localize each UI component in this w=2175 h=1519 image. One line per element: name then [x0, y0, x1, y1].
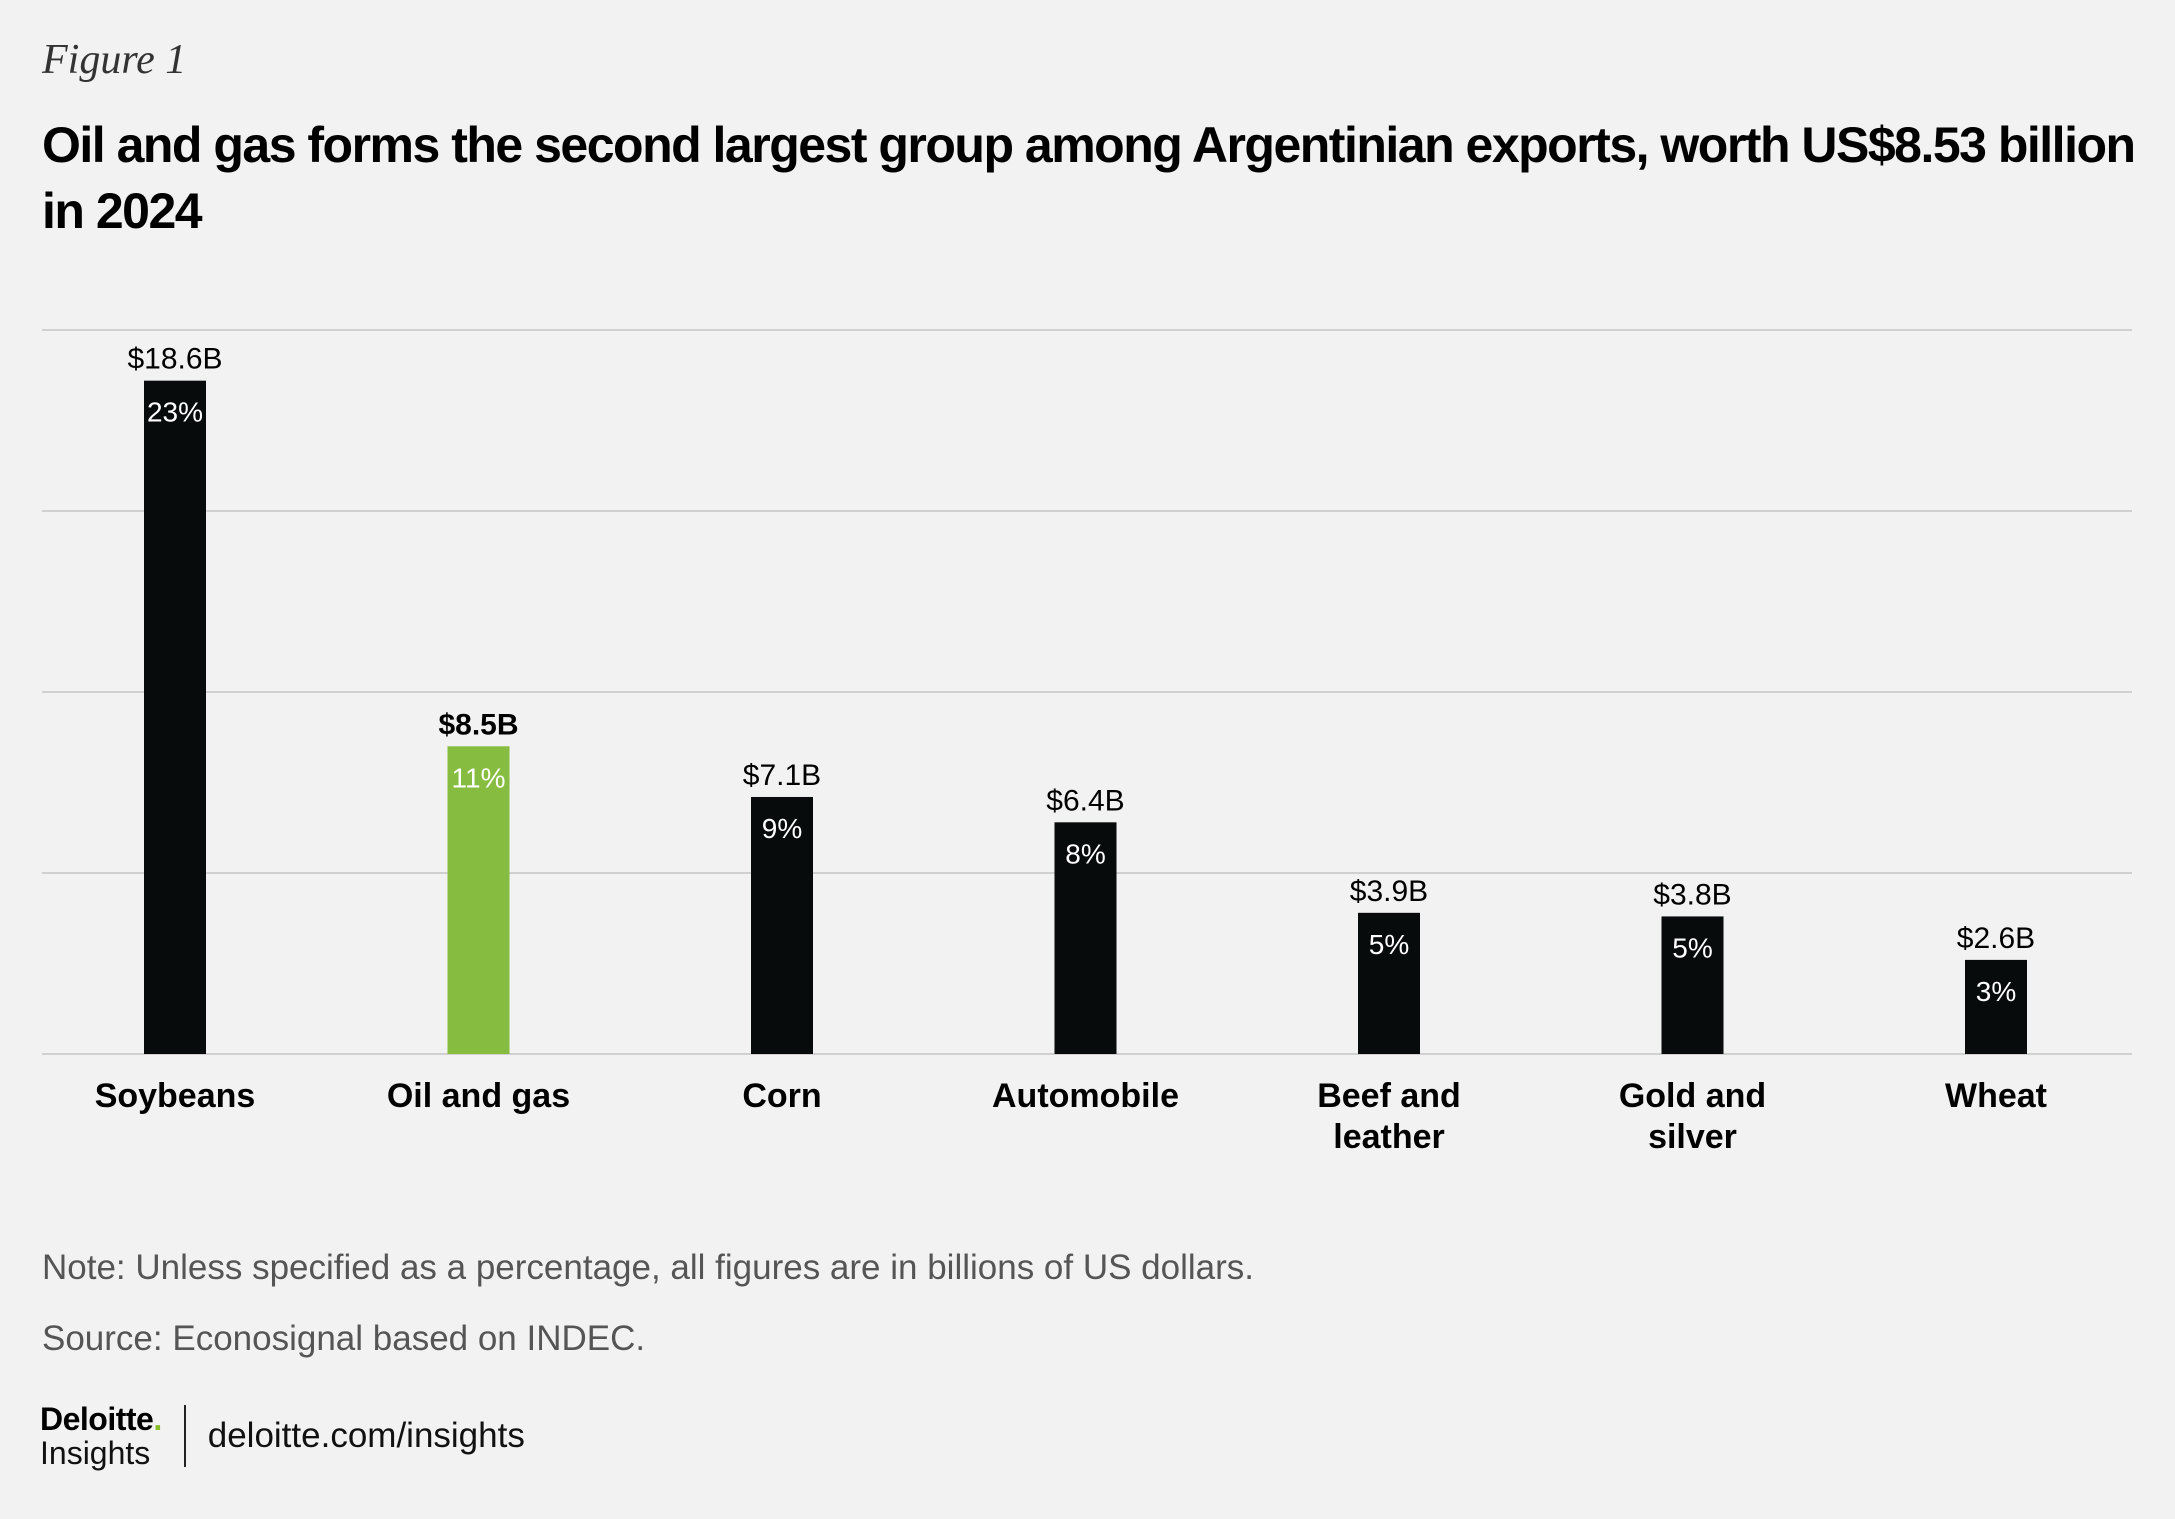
bar-4	[1358, 912, 1420, 1054]
figure-label: Figure 1	[42, 37, 187, 83]
chart-source: Source: Econosignal based on INDEC.	[42, 1319, 646, 1358]
bar-chart: $18.6B 23% Soybeans $8.5B 11% Oil and gas $7.1…	[42, 329, 2132, 1156]
bar-0	[144, 380, 206, 1054]
category-label-5-line-1: silver	[1648, 1118, 1737, 1156]
percent-label-1: 11%	[452, 762, 506, 793]
value-label-0: $18.6B	[127, 343, 222, 376]
bar-3	[1054, 822, 1117, 1054]
chart-title: Oil and gas forms the second largest gro…	[42, 117, 2136, 239]
value-label-6: $2.6B	[1957, 922, 2035, 955]
bar-2	[751, 796, 813, 1054]
footer: Deloitte. Insights deloitte.com/insights	[40, 1403, 525, 1469]
category-label-5-line-0: Gold and	[1619, 1077, 1766, 1115]
value-label-3: $6.4B	[1046, 784, 1124, 817]
category-label-1: Oil and gas	[387, 1077, 570, 1115]
percent-label-0: 23%	[147, 397, 203, 428]
category-label-2: Corn	[742, 1077, 821, 1115]
footer-divider	[183, 1405, 186, 1467]
percent-label-5: 5%	[1672, 932, 1712, 963]
category-label-4-line-0: Beef and	[1317, 1077, 1461, 1115]
category-label-3: Automobile	[992, 1077, 1179, 1115]
deloitte-insights-logo: Deloitte. Insights	[40, 1403, 162, 1469]
footer-url: deloitte.com/insights	[207, 1416, 525, 1455]
value-label-5: $3.8B	[1653, 878, 1731, 911]
chart-note: Note: Unless specified as a percentage, …	[42, 1248, 1255, 1287]
logo-sub-text: Insights	[40, 1435, 151, 1471]
category-label-6: Wheat	[1945, 1077, 2047, 1115]
percent-label-3: 8%	[1065, 838, 1105, 869]
percent-label-2: 9%	[762, 813, 802, 844]
value-label-1: $8.5B	[438, 708, 518, 741]
percent-label-4: 5%	[1369, 929, 1409, 960]
bar-6	[1965, 959, 2027, 1054]
percent-label-6: 3%	[1976, 976, 2016, 1007]
bar-1	[447, 746, 510, 1054]
bar-5	[1661, 916, 1724, 1054]
category-label-4-line-1: leather	[1333, 1118, 1445, 1156]
value-label-4: $3.9B	[1350, 875, 1428, 908]
logo-dot: .	[153, 1401, 162, 1437]
category-label-0: Soybeans	[95, 1077, 256, 1115]
value-label-2: $7.1B	[743, 759, 821, 792]
logo-main-text: Deloitte	[40, 1401, 154, 1437]
